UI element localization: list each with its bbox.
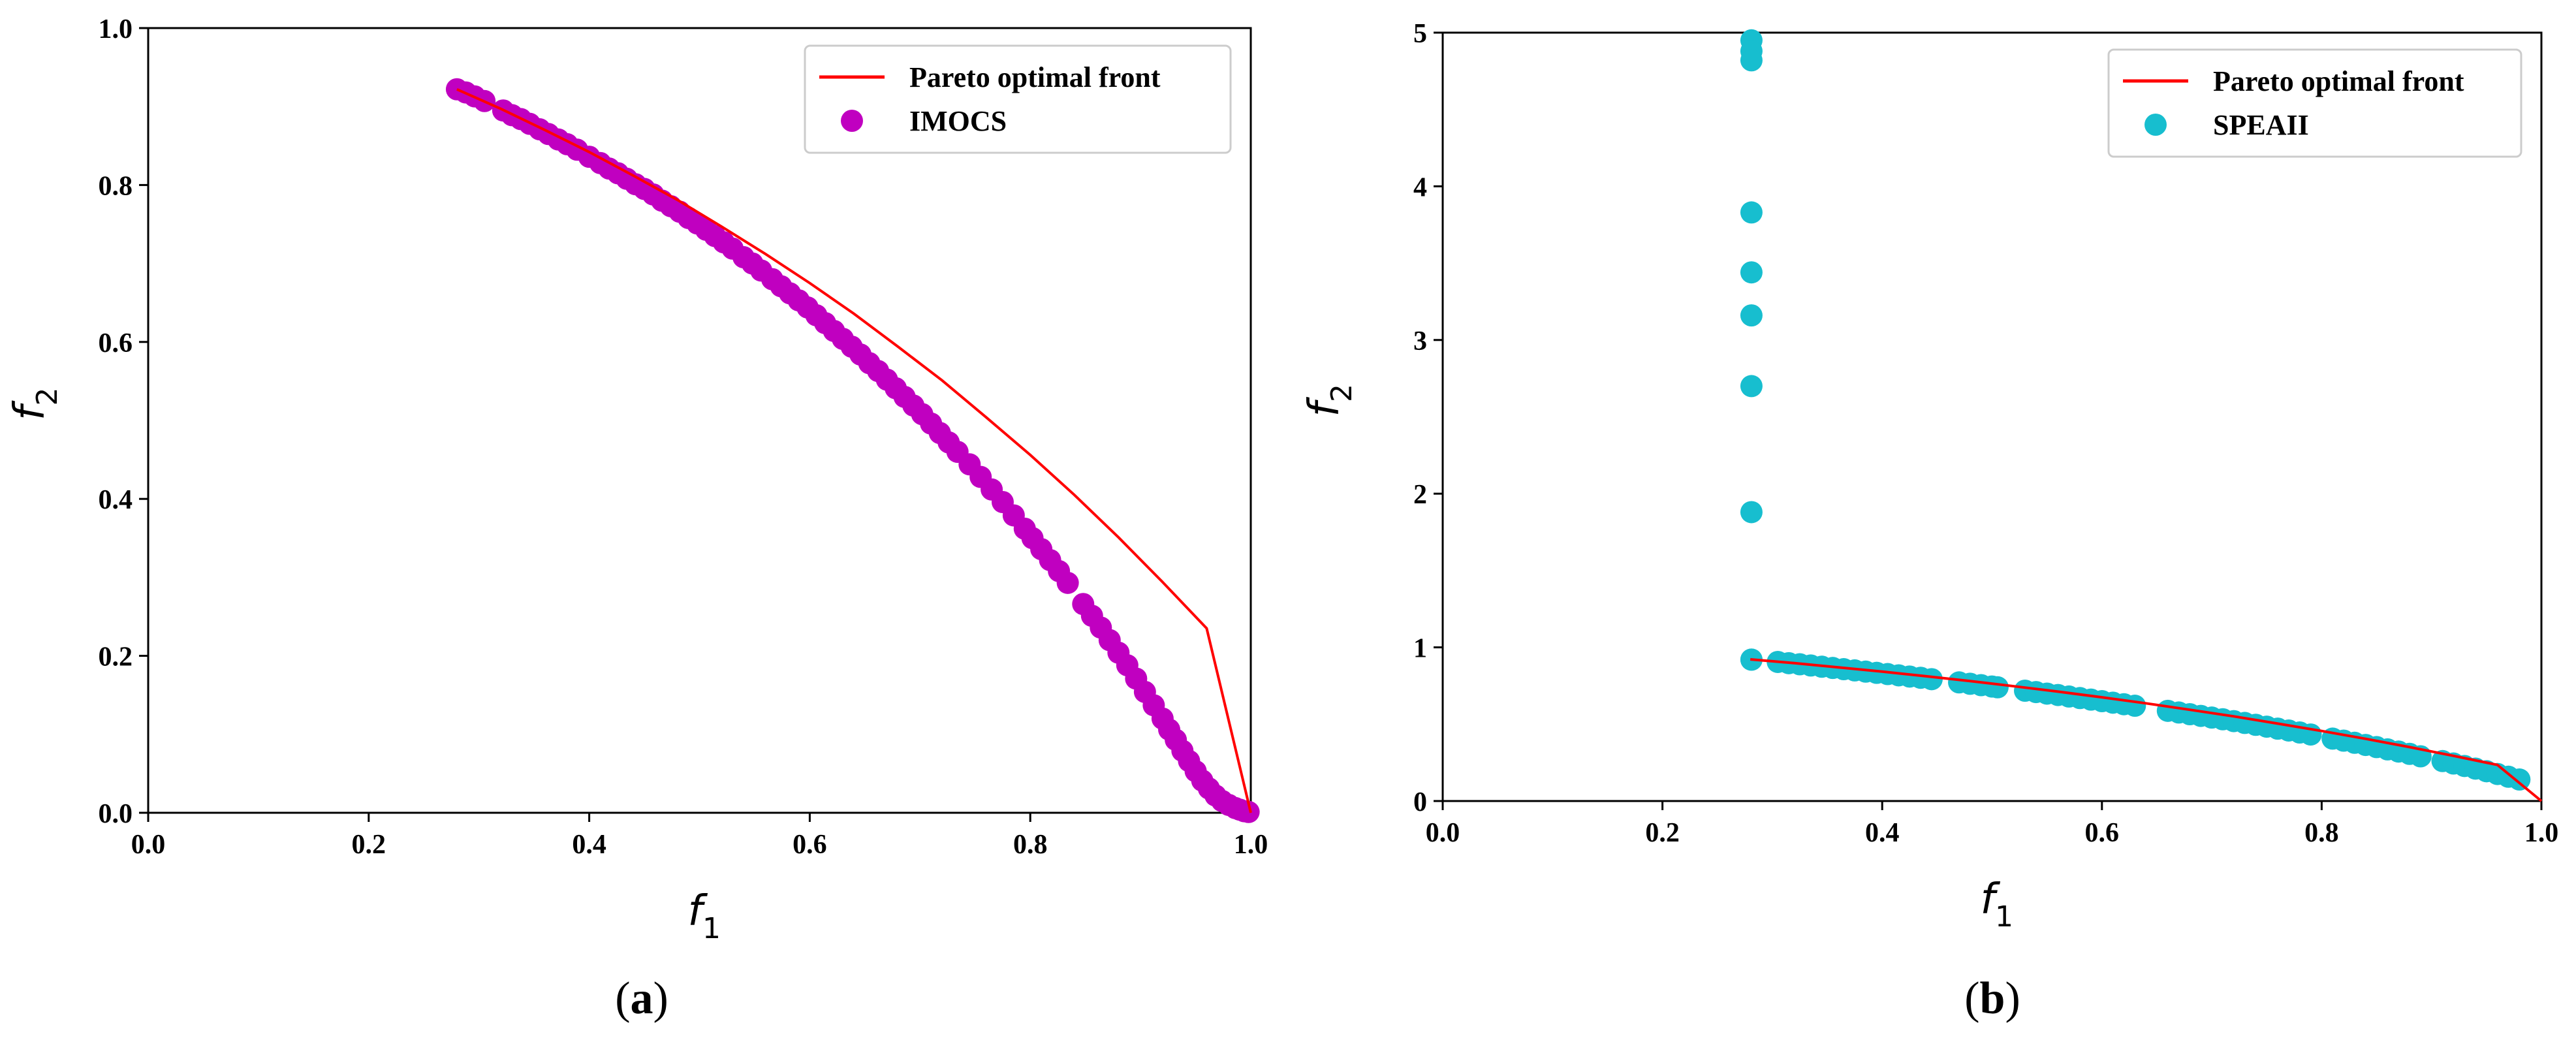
x-tick-label: 1.0	[2524, 818, 2559, 848]
data-point	[1740, 375, 1763, 398]
y-axis-label-sub: 2	[1325, 384, 1359, 402]
data-point	[1986, 676, 2009, 699]
y-tick-label: 0.6	[99, 328, 133, 358]
data-point	[2124, 695, 2146, 717]
data-point	[1740, 49, 1763, 72]
x-tick-label: 0.2	[352, 830, 386, 860]
y-tick-label: 1.0	[99, 14, 133, 44]
x-tick-label: 0.4	[572, 830, 606, 860]
y-axis-label: f2	[6, 387, 64, 420]
x-tick-label: 0.4	[1865, 818, 1900, 848]
data-point	[1237, 800, 1260, 823]
legend-label-front: Pareto optimal front	[909, 61, 1161, 93]
x-tick-label: 0.0	[1426, 818, 1460, 848]
x-tick-label: 0.2	[1645, 818, 1680, 848]
x-tick-label: 0.8	[2304, 818, 2339, 848]
legend: Pareto optimal front IMOCS	[804, 44, 1232, 154]
legend-label-series: IMOCS	[909, 105, 1007, 137]
panel-caption: (a)	[615, 973, 668, 1024]
x-tick-label: 1.0	[1234, 830, 1268, 860]
plot-frame	[1441, 31, 2543, 802]
plot-frame	[147, 27, 1252, 814]
y-axis-label-sub: 2	[31, 387, 64, 405]
plot-data	[1740, 29, 2543, 802]
legend-box	[804, 44, 1232, 154]
x-axis-label-sub: 1	[1995, 900, 2013, 934]
data-point	[1920, 668, 1943, 691]
legend-label-front: Pareto optimal front	[2213, 65, 2464, 97]
y-tick-label: 1	[1413, 634, 1427, 664]
plot-data	[445, 78, 1260, 823]
pareto-front-line	[1750, 658, 2543, 802]
x-tick-label: 0.6	[2085, 818, 2120, 848]
y-tick-label: 2	[1413, 480, 1427, 510]
data-point	[1740, 201, 1763, 224]
x-tick-label: 0.8	[1013, 830, 1048, 860]
x-axis-label: f1	[1981, 875, 2014, 934]
legend: Pareto optimal front SPEAII	[2107, 48, 2522, 158]
x-tick-label: 0.0	[131, 830, 166, 860]
panel-caption-letter: b	[1980, 973, 2005, 1024]
y-tick-label: 0.4	[99, 485, 133, 515]
data-point	[1056, 571, 1079, 594]
y-tick-label: 0	[1413, 787, 1427, 817]
legend-marker-swatch	[2144, 114, 2167, 136]
y-tick-label: 0.2	[99, 642, 133, 672]
data-point	[1740, 261, 1763, 284]
data-point	[1740, 501, 1763, 524]
data-point	[1740, 304, 1763, 327]
y-tick-label: 3	[1413, 326, 1427, 356]
legend-box	[2107, 48, 2522, 158]
x-tick-label: 0.6	[793, 830, 827, 860]
panel-caption-letter: a	[631, 973, 653, 1024]
y-tick-label: 0.8	[99, 171, 133, 201]
y-tick-label: 5	[1413, 19, 1427, 49]
y-tick-label: 0.0	[99, 799, 133, 829]
x-axis-label: f1	[688, 887, 721, 945]
pareto-front-line	[456, 87, 1252, 813]
legend-label-series: SPEAII	[2213, 109, 2309, 141]
panel-a: 0.0 0.2 0.4 0.6 0.8 1.0 0.0 0.2 0.4 0.6 0.8 1.0 f1 f2…	[6, 14, 1268, 1024]
x-axis-label-sub: 1	[702, 912, 721, 945]
y-axis-label: f2	[1300, 384, 1359, 417]
legend-marker-swatch	[841, 110, 863, 132]
data-point	[2508, 768, 2531, 791]
y-tick-label: 4	[1413, 172, 1427, 202]
panel-caption: (b)	[1964, 973, 2020, 1024]
panel-b: 0.0 0.2 0.4 0.6 0.8 1.0 0 1 2 3 4 5 f1 f2 Pareto optim…	[1300, 19, 2558, 1024]
